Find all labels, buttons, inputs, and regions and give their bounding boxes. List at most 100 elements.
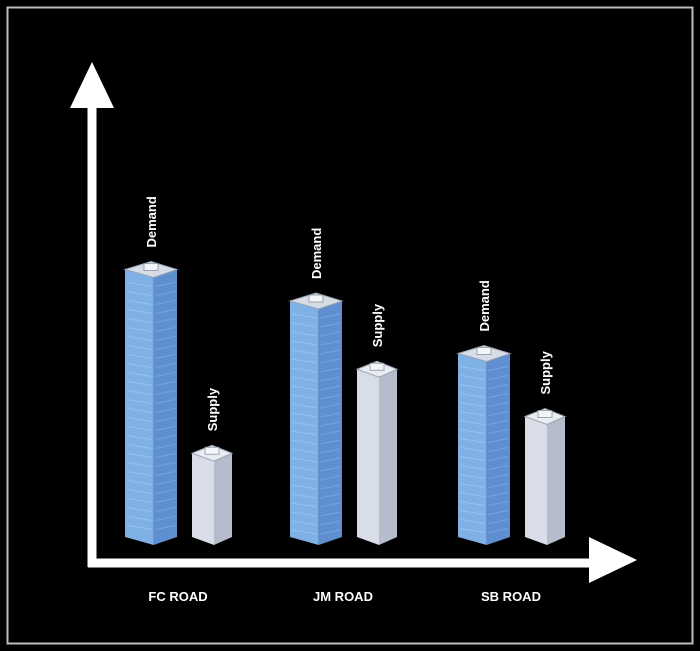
bar-window-line xyxy=(126,345,152,350)
bar-window-line xyxy=(459,519,485,524)
bar-window-line xyxy=(126,489,152,494)
bar-window-line xyxy=(155,336,176,341)
bar-window-line xyxy=(488,483,509,488)
bar-window-line xyxy=(291,367,317,373)
bar-window-line xyxy=(126,318,152,323)
bar-rooftop-unit xyxy=(369,362,385,371)
bar-window-line xyxy=(320,403,341,409)
series-label-supply-fc-road: Supply xyxy=(205,387,220,431)
bar-window-line xyxy=(291,313,317,319)
bar-supply-jm-road xyxy=(355,360,399,545)
bar-demand-fc-road xyxy=(123,260,179,545)
bar-window-line xyxy=(320,376,341,382)
bar-window-line xyxy=(126,291,152,296)
bar-window-line xyxy=(291,502,317,508)
bar-window-line xyxy=(291,394,317,400)
bar-window-line xyxy=(320,493,341,499)
bar-window-line xyxy=(291,529,317,535)
bar-window-line xyxy=(126,408,152,413)
bar-demand-sb-road xyxy=(456,344,512,545)
axes xyxy=(70,62,637,583)
bar-window-line xyxy=(320,466,341,472)
bar-rooftop-unit xyxy=(204,446,220,455)
bar-window-line xyxy=(488,402,509,407)
bar-window-line xyxy=(459,429,485,434)
bar-window-line xyxy=(291,520,317,526)
bar-window-line xyxy=(155,489,176,494)
bar-window-line xyxy=(291,358,317,364)
bar-window-line xyxy=(459,420,485,425)
bar-window-line xyxy=(320,385,341,391)
bar-window-line xyxy=(320,439,341,445)
bar-window-line xyxy=(320,313,341,319)
bar-window-line xyxy=(320,457,341,463)
bar-window-line xyxy=(155,471,176,476)
bar-face xyxy=(525,416,547,545)
bar-window-line xyxy=(155,372,176,377)
bar-window-line xyxy=(488,366,509,371)
bar-face xyxy=(125,269,154,545)
bar-window-line xyxy=(291,493,317,499)
bar-window-line xyxy=(291,340,317,346)
bar-window-line xyxy=(488,528,509,533)
bar-window-line xyxy=(488,411,509,416)
bar-window-line xyxy=(126,381,152,386)
bar-window-line xyxy=(459,465,485,470)
bar-side xyxy=(379,369,397,545)
bar-window-line xyxy=(488,474,509,479)
bar-window-line xyxy=(291,466,317,472)
bar-window-line xyxy=(155,390,176,395)
bar-window-line xyxy=(155,327,176,332)
series-label-demand-sb-road: Demand xyxy=(477,280,492,331)
bar-window-line xyxy=(155,525,176,530)
bar-window-line xyxy=(155,480,176,485)
bar-window-line xyxy=(155,426,176,431)
bar-window-line xyxy=(291,457,317,463)
bar-window-line xyxy=(459,456,485,461)
bar-window-line xyxy=(291,412,317,418)
labels-group: Demand Supply FC ROAD Demand Supply JM ROAD De… xyxy=(144,196,553,604)
bar-window-line xyxy=(291,475,317,481)
x-tick-label-sb-road: SB ROAD xyxy=(481,589,541,604)
bar-side xyxy=(153,269,177,545)
bar-window-line xyxy=(488,393,509,398)
bar-rooftop-unit xyxy=(537,410,553,418)
bar-window-line xyxy=(126,309,152,314)
bar-window-line xyxy=(488,384,509,389)
bar-window-line xyxy=(126,516,152,521)
bar-window-line xyxy=(126,462,152,467)
bar-window-line xyxy=(155,462,176,467)
bar-face xyxy=(290,301,319,545)
bar-window-line xyxy=(126,354,152,359)
bar-window-line xyxy=(459,384,485,389)
bar-window-line xyxy=(126,327,152,332)
bar-window-line xyxy=(126,399,152,404)
bar-window-line xyxy=(320,340,341,346)
bar-window-line xyxy=(488,510,509,515)
series-label-supply-sb-road: Supply xyxy=(538,350,553,394)
bar-window-line xyxy=(459,393,485,398)
bar-window-line xyxy=(320,520,341,526)
bar-window-line xyxy=(291,331,317,337)
bar-window-line xyxy=(320,349,341,355)
bar-window-line xyxy=(291,430,317,436)
bar-window-line xyxy=(155,453,176,458)
bar-window-line xyxy=(488,501,509,506)
bar-window-line xyxy=(291,439,317,445)
bar-window-line xyxy=(488,438,509,443)
bar-window-line xyxy=(126,498,152,503)
bar-window-line xyxy=(459,402,485,407)
bar-window-line xyxy=(320,421,341,427)
bar-window-line xyxy=(155,318,176,323)
bar-window-line xyxy=(459,366,485,371)
bar-window-line xyxy=(155,309,176,314)
bar-window-line xyxy=(320,475,341,481)
bar-window-line xyxy=(126,282,152,287)
bar-window-line xyxy=(155,282,176,287)
bar-window-line xyxy=(488,375,509,380)
bar-side xyxy=(318,301,342,545)
bar-side xyxy=(547,416,565,545)
bar-window-line xyxy=(320,430,341,436)
bar-window-line xyxy=(126,417,152,422)
